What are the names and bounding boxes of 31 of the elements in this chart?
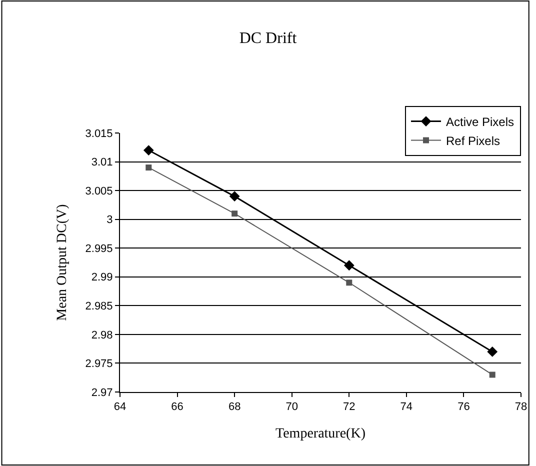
legend-label: Active Pixels [446,114,514,129]
point [143,145,154,156]
x-tick-label: 68 [228,401,241,414]
legend-label: Ref Pixels [446,134,500,148]
x-tick-label: 70 [286,401,298,414]
x-tick-label: 74 [400,401,413,414]
y-tick-label: 2.995 [85,242,113,255]
x-axis-title: Temperature(K) [276,426,366,442]
y-tick-label: 3.005 [85,185,113,198]
x-tick-label: 64 [114,401,126,414]
point [346,280,352,286]
y-tick-label: 2.97 [91,386,113,399]
y-tick-label: 2.99 [91,272,113,284]
x-tick-label: 72 [343,401,356,414]
point [344,260,354,271]
chart-title: DC Drift [239,30,298,47]
x-tick-label: 76 [458,401,470,414]
y-tick-label: 3 [106,214,113,226]
y-tick-label: 3.015 [85,128,113,140]
point [489,372,496,378]
y-tick-label: 2.98 [91,329,113,342]
y-tick-label: 2.975 [85,358,113,370]
y-tick-label: 2.985 [85,300,113,313]
x-tick-label: 66 [171,401,184,414]
y-axis-title: Mean Output DC(V) [54,204,70,321]
point [229,191,240,202]
point [232,210,238,217]
point [487,346,498,357]
point [146,164,152,171]
y-tick-label: 3.01 [91,156,113,169]
x-tick-label: 78 [514,401,528,414]
